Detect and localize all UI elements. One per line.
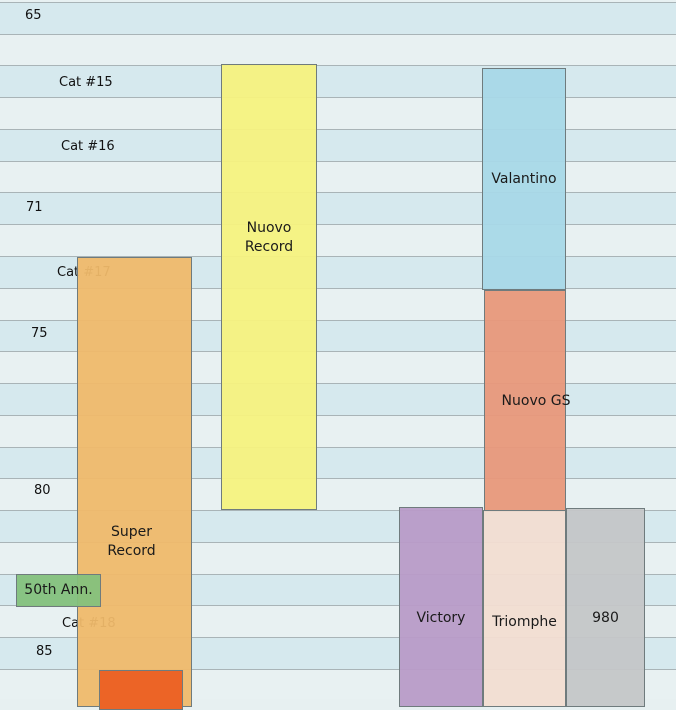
grid-line xyxy=(0,161,676,162)
grid-line xyxy=(0,669,676,670)
valantino-block[interactable]: Valantino xyxy=(482,68,566,290)
year-label-75: 75 xyxy=(31,326,48,341)
year-label-85: 85 xyxy=(36,644,53,659)
50th-anniversary-label: 50th Ann. xyxy=(24,582,93,598)
grid-line xyxy=(0,97,676,98)
grid-line xyxy=(0,256,676,257)
super-record-label: Super Record xyxy=(107,524,156,559)
grid-line xyxy=(0,415,676,416)
year-label-65: 65 xyxy=(25,8,42,23)
nuovo-record-label: Nuovo Record xyxy=(244,220,294,255)
grid-line xyxy=(0,542,676,543)
grid-line xyxy=(0,224,676,225)
980-block[interactable]: 980 xyxy=(566,508,645,707)
year-label-80: 80 xyxy=(34,483,51,498)
valantino-label: Valantino xyxy=(491,170,557,187)
grid-line xyxy=(0,192,676,193)
catalog-label-16: Cat #16 xyxy=(61,139,115,154)
grid-line xyxy=(0,351,676,352)
nuovo-gs-block[interactable]: Nuovo GS xyxy=(484,290,570,512)
victory-label: Victory xyxy=(416,610,466,626)
grid-line xyxy=(0,383,676,384)
year-label-71: 71 xyxy=(26,200,43,215)
row-band xyxy=(0,34,676,65)
row-band xyxy=(0,224,676,256)
grid-line xyxy=(0,320,676,321)
nuovo-record-block[interactable]: Nuovo Record xyxy=(221,64,317,510)
grid-line xyxy=(0,510,676,511)
grid-line xyxy=(0,288,676,289)
triomphe-label: Triomphe xyxy=(492,614,557,630)
980-label: 980 xyxy=(592,610,619,626)
grid-line xyxy=(0,605,676,606)
catalog-label-15: Cat #15 xyxy=(59,75,113,90)
victory-block[interactable]: Victory xyxy=(399,507,483,707)
grid-line xyxy=(0,34,676,35)
row-band xyxy=(0,0,676,2)
row-band xyxy=(0,97,676,129)
grid-line xyxy=(0,447,676,448)
row-band xyxy=(0,192,676,224)
grid-line xyxy=(0,637,676,638)
super-record-block[interactable]: Super Record xyxy=(77,257,192,707)
50th-anniversary-block[interactable]: 50th Ann. xyxy=(16,574,101,607)
grid-line xyxy=(0,2,676,3)
row-band xyxy=(0,2,676,34)
row-band xyxy=(0,161,676,192)
grid-line xyxy=(0,478,676,479)
orange-group-block[interactable] xyxy=(99,670,183,710)
triomphe-block[interactable]: Triomphe xyxy=(483,510,566,707)
grid-line xyxy=(0,65,676,66)
grid-line xyxy=(0,129,676,130)
grid-line xyxy=(0,574,676,575)
nuovo-gs-label: Nuovo GS xyxy=(501,392,571,409)
